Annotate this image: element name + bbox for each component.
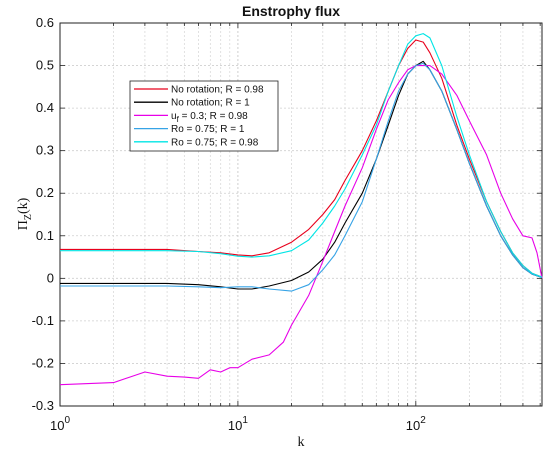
legend-label-3: uf = 0.3; R = 0.98 (171, 111, 248, 124)
y-tick-label: 0.5 (36, 58, 54, 73)
x-tick-exponent: 1 (242, 415, 248, 426)
y-tick-labels: -0.3 -0.2 -0.1 0 0.1 0.2 0.3 0.4 0.5 0.6 (32, 15, 542, 413)
x-tick-label: 101 (228, 415, 248, 433)
legend: No rotation; R = 0.98 No rotation; R = 1 u… (129, 80, 279, 152)
x-tick-base: 10 (50, 418, 64, 433)
y-axis-label-sub: Z (23, 214, 34, 220)
y-tick-label: -0.2 (32, 355, 54, 370)
legend-label-part: = 0.3; R = 0.98 (179, 111, 248, 122)
x-tick-exponent: 0 (64, 415, 70, 426)
series-line-4 (60, 62, 543, 292)
legend-label-1: No rotation; R = 0.98 (171, 85, 264, 96)
x-tick-labels: 100 101 102 (50, 23, 541, 433)
y-tick-label: 0.4 (36, 100, 54, 115)
x-tick-base: 10 (406, 418, 420, 433)
legend-label-2: No rotation; R = 1 (171, 98, 250, 109)
y-tick-label: -0.3 (32, 398, 54, 413)
y-axis-label-tail: (k) (16, 197, 31, 214)
chart-title: Enstrophy flux (242, 3, 340, 19)
x-tick-exponent: 2 (420, 415, 426, 426)
series-line-5 (60, 33, 543, 278)
y-tick-label: 0.6 (36, 15, 54, 30)
x-tick-base: 10 (228, 418, 242, 433)
y-axis-label: ΠZ(k) (16, 197, 34, 230)
legend-label-part: f (177, 115, 180, 124)
y-tick-label: 0 (47, 270, 54, 285)
y-tick-label: 0.2 (36, 185, 54, 200)
x-tick-label: 100 (50, 415, 70, 433)
grid-lines (59, 22, 542, 407)
x-tick-label: 102 (406, 415, 426, 433)
legend-label-5: Ro = 0.75; R = 0.98 (171, 137, 259, 148)
x-axis-label: k (298, 435, 305, 450)
plot-area (59, 22, 543, 407)
y-tick-label: -0.1 (32, 313, 54, 328)
series-line-3 (59, 65, 543, 386)
legend-label-4: Ro = 0.75; R = 1 (171, 124, 245, 135)
y-tick-label: 0.1 (36, 228, 54, 243)
series-layer (59, 33, 543, 386)
y-axis-label-main: Π (16, 220, 31, 230)
legend-label-part: u (171, 111, 177, 122)
y-tick-label: 0.3 (36, 143, 54, 158)
